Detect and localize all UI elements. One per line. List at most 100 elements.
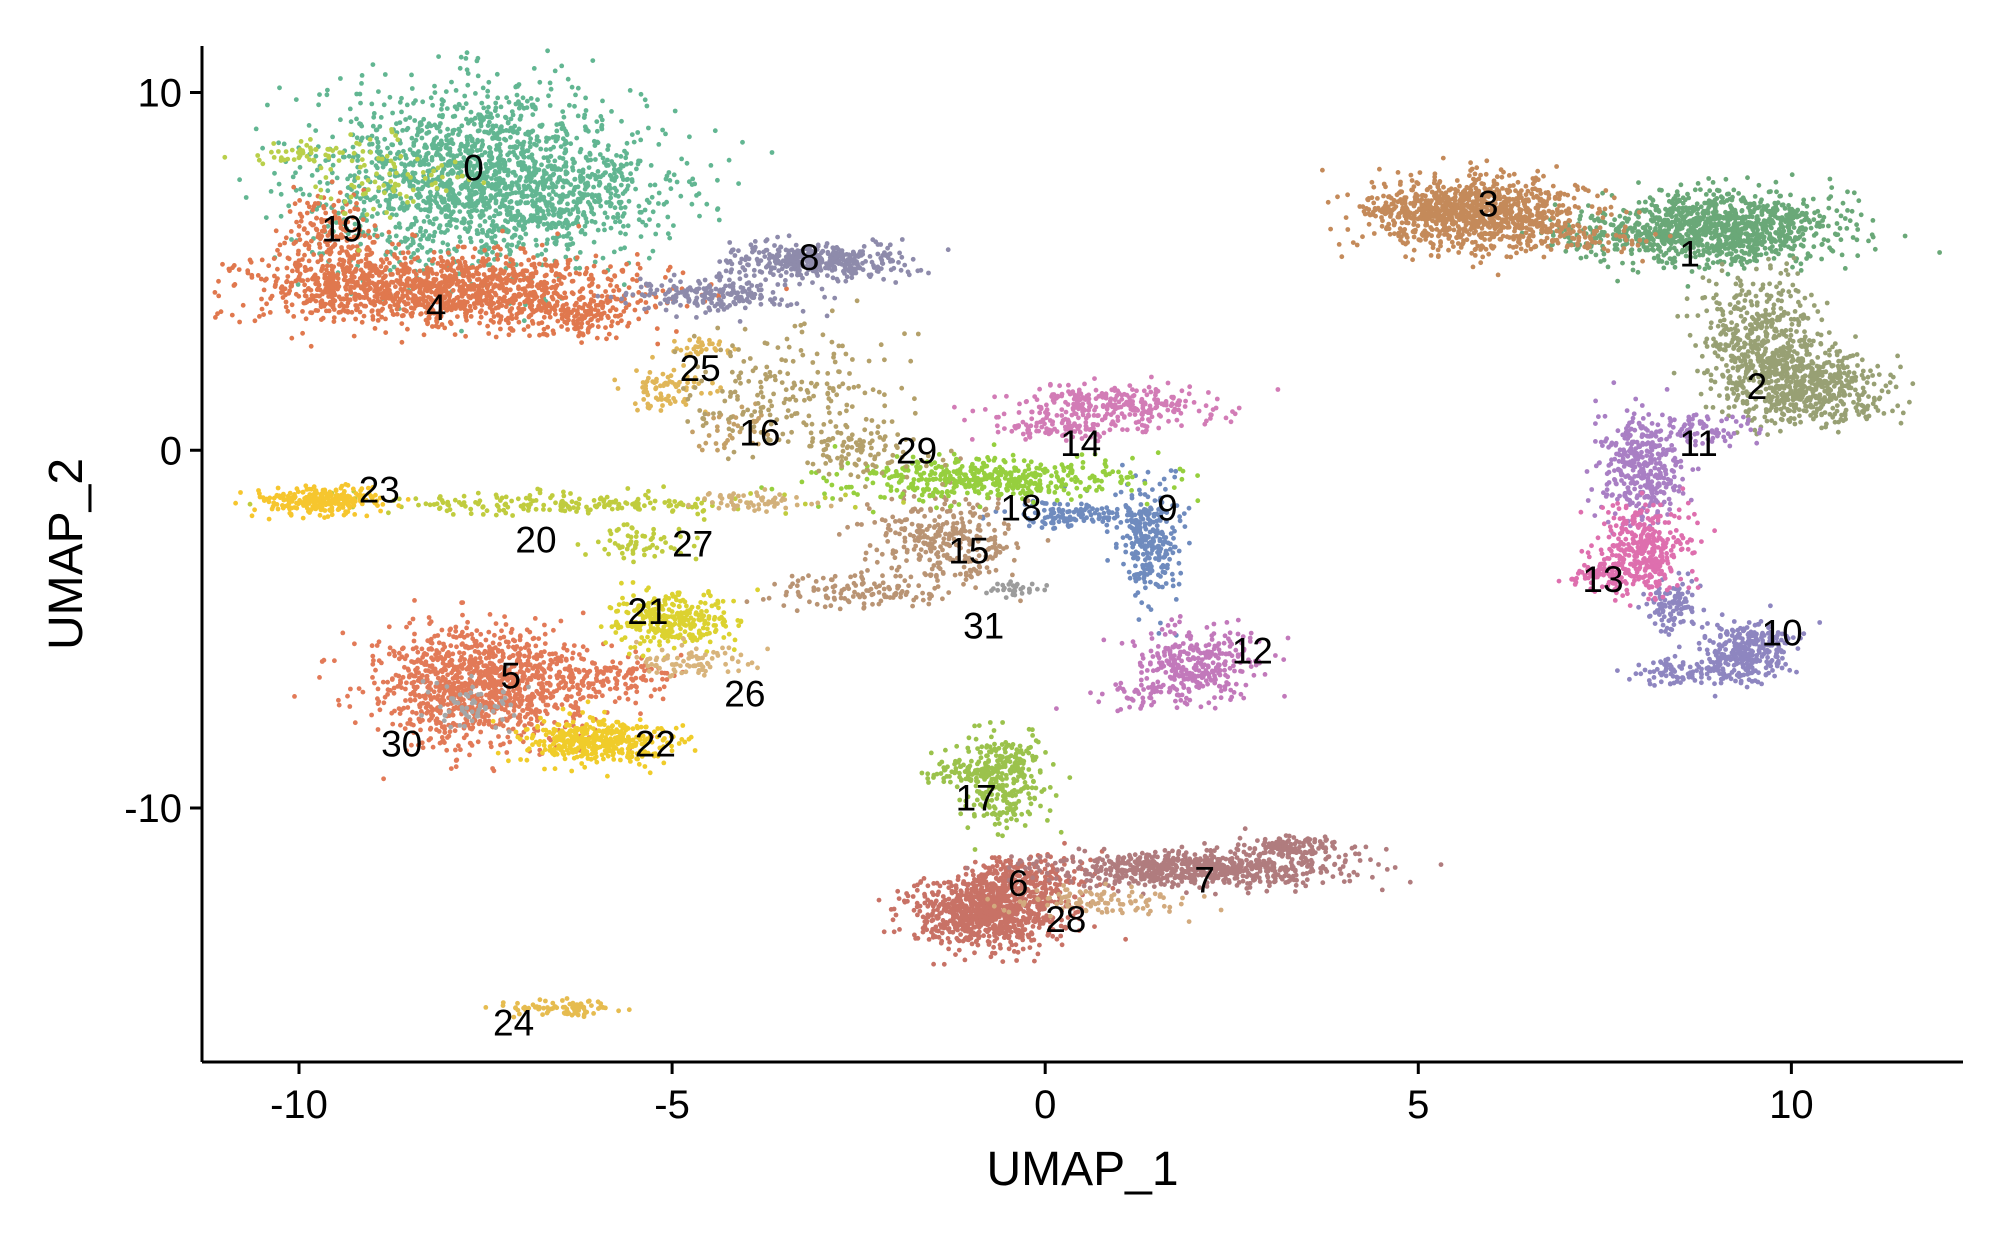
data-point — [513, 84, 519, 90]
data-point — [1851, 370, 1857, 376]
data-point — [1801, 337, 1807, 343]
data-point — [1695, 211, 1700, 217]
data-point — [428, 95, 434, 101]
data-point — [1859, 357, 1865, 363]
data-point — [1724, 198, 1730, 203]
data-point — [1763, 346, 1769, 352]
data-point — [354, 135, 360, 141]
data-point — [1855, 363, 1860, 368]
data-point — [474, 228, 480, 233]
data-point — [1675, 199, 1681, 205]
data-point — [593, 157, 598, 162]
data-point — [1877, 395, 1883, 401]
data-point — [1815, 369, 1821, 375]
data-point — [1735, 328, 1741, 334]
data-point — [551, 212, 557, 217]
data-point — [1733, 254, 1739, 260]
data-point — [407, 115, 413, 120]
data-point — [405, 226, 411, 232]
data-point — [1792, 366, 1797, 372]
data-point — [1413, 227, 1418, 233]
data-point — [1754, 311, 1760, 317]
data-point — [512, 215, 518, 221]
data-point — [431, 233, 437, 239]
data-point — [557, 121, 563, 127]
data-point — [1556, 219, 1561, 225]
data-point — [1890, 408, 1895, 414]
data-point — [510, 170, 516, 175]
data-point — [1821, 214, 1827, 220]
data-point — [1704, 308, 1710, 314]
data-point — [1752, 257, 1757, 263]
data-point — [716, 217, 722, 223]
data-point — [1796, 299, 1801, 305]
data-point — [467, 191, 473, 197]
data-point — [534, 134, 540, 140]
data-point — [1819, 411, 1825, 417]
data-point — [307, 192, 312, 198]
data-point — [426, 208, 432, 214]
data-point — [1795, 207, 1801, 213]
data-point — [496, 183, 501, 189]
data-point — [1817, 394, 1822, 400]
data-point — [712, 128, 718, 134]
data-point — [1772, 420, 1778, 426]
data-point — [1345, 227, 1351, 232]
data-point — [490, 135, 496, 141]
data-point — [403, 155, 409, 161]
data-point — [1695, 368, 1700, 374]
data-point — [482, 219, 488, 224]
data-point — [441, 98, 446, 104]
data-point — [1788, 332, 1794, 338]
data-point — [628, 161, 634, 166]
data-point — [1728, 213, 1734, 219]
data-point — [459, 328, 464, 334]
data-point — [1773, 350, 1779, 356]
data-point — [1798, 419, 1803, 425]
data-point — [1415, 223, 1421, 229]
data-point — [484, 114, 490, 119]
data-point — [309, 173, 315, 178]
data-point — [545, 237, 550, 243]
data-point — [1779, 417, 1785, 423]
data-point — [595, 227, 601, 233]
data-point — [1399, 220, 1405, 226]
data-point — [1713, 201, 1718, 207]
data-point — [561, 114, 567, 120]
data-point — [278, 213, 284, 219]
data-point — [364, 195, 370, 201]
data-point — [1838, 371, 1843, 376]
data-point — [434, 200, 439, 206]
data-point — [1842, 216, 1848, 221]
data-point — [325, 188, 331, 194]
data-point — [1834, 380, 1840, 386]
data-point — [1875, 363, 1881, 369]
data-point — [330, 153, 336, 159]
data-point — [552, 158, 558, 164]
data-point — [369, 101, 375, 107]
data-point — [452, 193, 458, 198]
data-point — [1784, 360, 1790, 366]
data-point — [411, 100, 416, 106]
data-point — [605, 157, 610, 163]
data-point — [515, 155, 520, 161]
data-point — [611, 249, 617, 255]
data-point — [1470, 264, 1476, 270]
data-point — [544, 139, 549, 144]
data-point — [1713, 365, 1719, 371]
data-point — [452, 217, 458, 223]
data-point — [1719, 261, 1725, 267]
data-point — [1768, 265, 1773, 271]
data-point — [486, 158, 492, 164]
data-point — [1793, 393, 1798, 398]
data-point — [390, 142, 396, 148]
data-point — [1574, 184, 1580, 190]
data-point — [1386, 221, 1392, 227]
data-point — [385, 182, 390, 187]
data-point — [1745, 244, 1751, 250]
data-point — [381, 102, 387, 108]
data-point — [397, 99, 403, 105]
data-point — [1792, 421, 1798, 427]
data-point — [1596, 206, 1602, 212]
data-point — [622, 189, 628, 194]
